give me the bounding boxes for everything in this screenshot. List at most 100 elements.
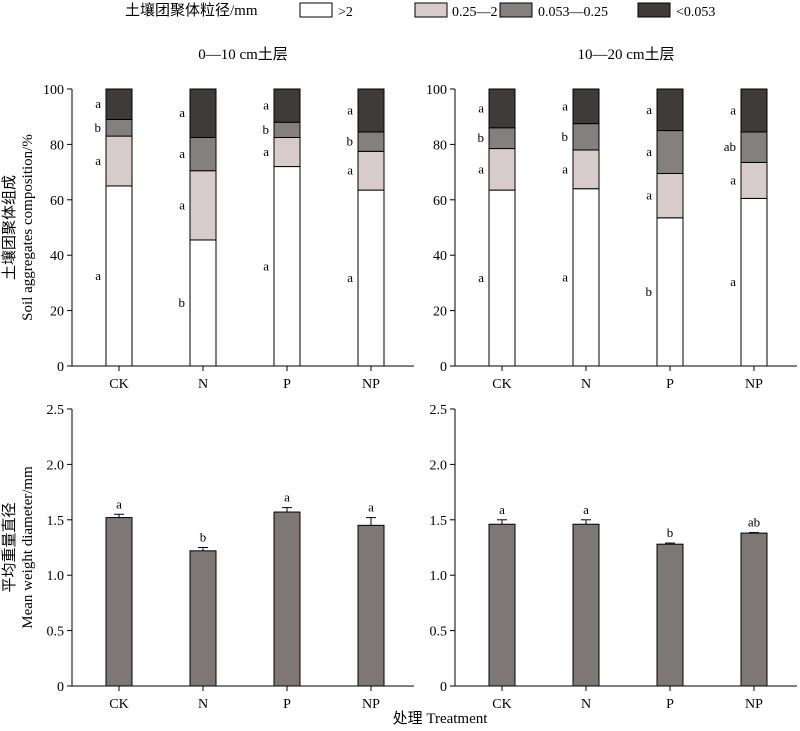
bar-segment [740,161,768,199]
bar-segment [656,172,684,219]
bar [189,550,217,687]
significance-letter: a [730,102,736,117]
panel-title: 10—20 cm土层 [577,46,674,63]
significance-letter: b [646,284,653,299]
x-tick-label: P [666,377,674,392]
significance-letter: ab [724,139,736,154]
y-tick-label: 2.0 [47,458,65,473]
significance-letter: b [347,134,354,149]
bar-segment [273,166,301,367]
significance-letter: b [263,122,270,137]
significance-letter: a [263,144,269,159]
legend-label: <0.053 [676,5,715,20]
significance-letter: a [179,197,185,212]
legend-label: 0.25—2 [452,5,498,20]
significance-letter: a [583,502,589,517]
significance-letter: a [347,102,353,117]
y-tick-label: 2.5 [47,403,65,418]
bar-segment [572,123,600,151]
significance-letter: a [263,98,269,113]
significance-letter: b [200,530,207,545]
significance-letter: a [478,100,484,115]
significance-letter: a [646,188,652,203]
y-axis-label-cn: 土壤团聚体组成 [0,175,18,280]
significance-letter: b [562,129,569,144]
bar-segment [488,88,516,129]
bar-segment [189,136,217,172]
legend-label: >2 [338,5,353,20]
y-tick-label: 0.5 [430,625,448,640]
bar-segment [488,148,516,191]
bar-segment [105,185,133,367]
significance-letter: a [478,270,484,285]
significance-letter: a [730,172,736,187]
significance-letter: a [562,269,568,284]
significance-letter: a [646,102,652,117]
legend-swatch [299,2,333,18]
y-tick-label: 1.0 [430,569,448,584]
significance-letter: a [116,496,122,511]
significance-letter: a [646,144,652,159]
significance-letter: a [347,163,353,178]
y-axis-label: Mean weight diameter/mm [20,466,36,629]
y-tick-label: 100 [426,83,447,98]
significance-letter: a [368,500,374,515]
bar-segment [189,88,217,138]
bar-segment [488,127,516,150]
legend-title: 土壤团聚体粒径/mm [125,1,258,19]
bar [357,524,385,687]
y-tick-label: 0 [440,360,447,375]
significance-letter: b [667,525,674,540]
x-tick-label: P [283,377,291,392]
x-tick-label: P [283,697,291,712]
legend-label: 0.053—0.25 [538,5,608,20]
significance-letter: a [95,96,101,111]
y-axis-label-cn: 平均重量直径 [1,502,18,592]
x-tick-label: CK [109,377,128,392]
significance-letter: a [95,268,101,283]
bar-segment [572,188,600,367]
y-tick-label: 0 [57,680,64,695]
bar-segment [189,239,217,367]
bar-segment [572,149,600,190]
x-axis-label: 处理 Treatment [393,710,489,727]
legend-swatch [637,2,671,18]
significance-letter: a [730,274,736,289]
significance-letter: a [179,146,185,161]
bar [105,517,133,687]
y-tick-label: 40 [50,249,64,264]
bar [740,532,768,687]
bar-segment [740,197,768,367]
bar [572,523,600,687]
x-tick-label: CK [492,697,511,712]
y-tick-label: 2.0 [430,458,448,473]
bar [488,523,516,687]
significance-letter: ab [748,515,760,530]
panel-title: 0—10 cm土层 [198,46,288,63]
legend-swatch [414,2,448,18]
bar-segment [488,189,516,367]
bar-segment [273,88,301,123]
y-tick-label: 2.5 [430,403,448,418]
x-tick-label: NP [362,697,380,712]
bar [656,543,684,687]
bar-segment [357,150,385,191]
bar-segment [656,130,684,174]
x-tick-label: N [198,697,208,712]
y-tick-label: 60 [433,194,447,209]
bar-segment [273,121,301,138]
bar-segment [189,170,217,241]
bar-segment [357,131,385,152]
bar-segment [105,88,133,120]
bar-segment [656,88,684,132]
x-tick-label: P [666,697,674,712]
significance-letter: a [347,270,353,285]
legend: 土壤团聚体粒径/mm >2 0.25—2 0.053—0.25 <0.053 [125,1,715,20]
x-tick-label: N [581,697,591,712]
y-axis-label: Soil aggregates composition/% [20,134,36,321]
significance-letter: a [499,502,505,517]
